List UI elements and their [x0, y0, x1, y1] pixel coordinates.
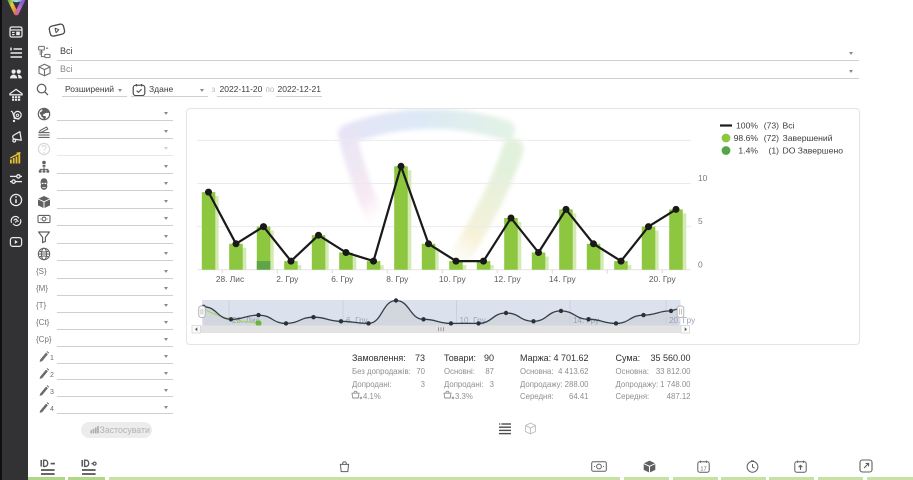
svg-text:98.6%: 98.6%: [734, 133, 759, 143]
svg-text:28. Лис: 28. Лис: [232, 316, 260, 325]
svg-text:(1): (1): [768, 146, 779, 156]
svg-text:1.4%: 1.4%: [738, 146, 758, 156]
svg-text:6. Гру: 6. Гру: [331, 274, 354, 284]
svg-text:17: 17: [700, 466, 706, 472]
svg-text:6. Гру: 6. Гру: [346, 316, 369, 325]
svg-text:Завершений: Завершений: [783, 133, 833, 143]
svg-text:Всі: Всі: [783, 121, 795, 131]
svg-text:20. Гру: 20. Гру: [649, 274, 677, 284]
svg-text:(72): (72): [764, 133, 779, 143]
svg-text:2. Гру: 2. Гру: [276, 274, 299, 284]
svg-text:(73): (73): [764, 121, 779, 131]
svg-text:5: 5: [698, 216, 703, 226]
svg-text:10. Гру: 10. Гру: [460, 316, 487, 325]
svg-text:8. Гру: 8. Гру: [386, 274, 409, 284]
svg-text:DO Завершено: DO Завершено: [783, 146, 844, 156]
svg-text:100%: 100%: [736, 121, 758, 131]
svg-text:10: 10: [698, 173, 708, 183]
svg-text:20. Гру: 20. Гру: [669, 316, 696, 325]
svg-text:14. Гру: 14. Гру: [573, 316, 600, 325]
svg-text:10. Гру: 10. Гру: [439, 274, 467, 284]
svg-text:12. Гру: 12. Гру: [494, 274, 522, 284]
svg-text:28. Лис: 28. Лис: [216, 274, 244, 284]
svg-text:0: 0: [698, 259, 703, 269]
svg-text:14. Гру: 14. Гру: [549, 274, 577, 284]
